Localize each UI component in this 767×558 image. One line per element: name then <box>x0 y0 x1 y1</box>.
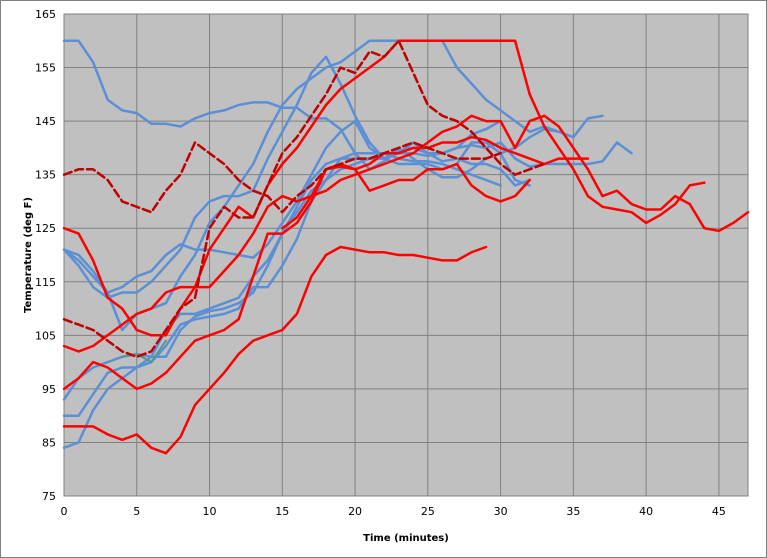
series-line-15 <box>62 39 546 359</box>
y-tick-label: 155 <box>35 62 56 75</box>
y-tick-label: 135 <box>35 169 56 182</box>
y-tick-label: 95 <box>42 383 56 396</box>
y-tick-label: 105 <box>35 329 56 342</box>
series-line-13 <box>281 162 531 230</box>
series-line-12 <box>62 245 488 455</box>
x-tick-label: 40 <box>639 505 653 518</box>
y-tick-label: 125 <box>35 222 56 235</box>
y-tick-label: 85 <box>42 436 56 449</box>
series-line-14 <box>62 141 502 214</box>
series-line-3 <box>62 119 561 294</box>
series-line-5 <box>62 119 502 417</box>
x-tick-label: 45 <box>712 505 726 518</box>
series-line-11 <box>62 114 750 353</box>
y-tick-label: 165 <box>35 8 56 21</box>
x-tick-label: 25 <box>421 505 435 518</box>
y-tick-label: 75 <box>42 490 56 503</box>
series-line-8 <box>121 339 167 364</box>
x-tick-label: 5 <box>133 505 140 518</box>
y-tick-label: 145 <box>35 115 56 128</box>
x-axis-label: Time (minutes) <box>363 533 449 544</box>
x-tick-label: 20 <box>348 505 362 518</box>
series-line-1 <box>62 39 531 187</box>
x-tick-label: 10 <box>203 505 217 518</box>
y-axis-label: Temperature (deg F) <box>23 197 34 313</box>
x-tick-label: 35 <box>566 505 580 518</box>
y-tick-label: 115 <box>35 276 56 289</box>
x-tick-label: 0 <box>61 505 68 518</box>
x-tick-label: 15 <box>275 505 289 518</box>
x-tick-label: 30 <box>494 505 508 518</box>
